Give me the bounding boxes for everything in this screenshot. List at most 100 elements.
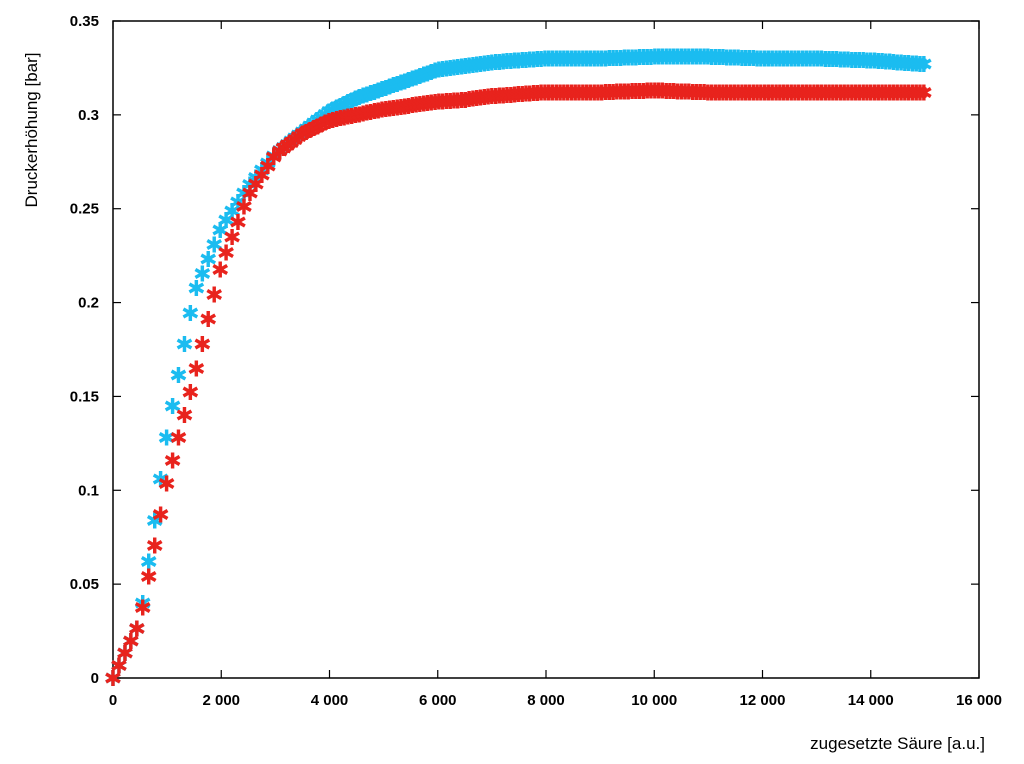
data-point: ✱ bbox=[812, 81, 830, 106]
data-point: ✱ bbox=[718, 46, 736, 71]
data-point: ✱ bbox=[778, 48, 796, 73]
data-point: ✱ bbox=[600, 47, 618, 72]
data-point: ✱ bbox=[116, 642, 134, 667]
data-point: ✱ bbox=[896, 52, 914, 77]
data-point: ✱ bbox=[835, 81, 853, 106]
data-point: ✱ bbox=[729, 47, 747, 72]
data-point: ✱ bbox=[555, 48, 573, 73]
data-point: ✱ bbox=[128, 617, 146, 642]
data-point: ✱ bbox=[301, 115, 319, 140]
data-point: ✱ bbox=[593, 47, 611, 72]
data-point: ✱ bbox=[911, 53, 929, 78]
data-point: ✱ bbox=[223, 200, 241, 225]
data-point: ✱ bbox=[623, 80, 641, 105]
y-tick-label: 0.2 bbox=[78, 295, 99, 312]
data-point: ✱ bbox=[407, 94, 425, 119]
data-point: ✱ bbox=[513, 83, 531, 108]
data-point: ✱ bbox=[342, 105, 360, 130]
data-point: ✱ bbox=[151, 504, 169, 529]
data-point: ✱ bbox=[710, 46, 728, 71]
data-point: ✱ bbox=[725, 47, 743, 72]
data-point: ✱ bbox=[286, 127, 304, 152]
data-point: ✱ bbox=[801, 81, 819, 106]
data-point: ✱ bbox=[854, 49, 872, 74]
y-tick-label: 0.1 bbox=[78, 482, 99, 499]
data-point: ✱ bbox=[585, 81, 603, 106]
data-point: ✱ bbox=[827, 81, 845, 106]
data-point: ✱ bbox=[380, 76, 398, 101]
data-point: ✱ bbox=[771, 48, 789, 73]
data-point: ✱ bbox=[767, 81, 785, 106]
data-point: ✱ bbox=[205, 234, 223, 259]
data-point: ✱ bbox=[104, 667, 122, 692]
data-point: ✱ bbox=[187, 358, 205, 383]
data-point: ✱ bbox=[593, 81, 611, 106]
series-1: ✱✱✱✱✱✱✱✱✱✱✱✱✱✱✱✱✱✱✱✱✱✱✱✱✱✱✱✱✱✱✱✱✱✱✱✱✱✱✱✱… bbox=[104, 46, 933, 692]
data-point: ✱ bbox=[403, 94, 421, 119]
data-point: ✱ bbox=[193, 262, 211, 287]
data-point: ✱ bbox=[418, 92, 436, 117]
data-point: ✱ bbox=[253, 164, 271, 189]
data-point: ✱ bbox=[695, 46, 713, 71]
data-point: ✱ bbox=[392, 72, 410, 97]
data-point: ✱ bbox=[532, 48, 550, 73]
data-point: ✱ bbox=[502, 50, 520, 75]
data-point: ✱ bbox=[604, 47, 622, 72]
x-tick-label: 2 000 bbox=[202, 692, 240, 709]
data-point: ✱ bbox=[630, 46, 648, 71]
data-point: ✱ bbox=[181, 302, 199, 327]
data-point: ✱ bbox=[687, 46, 705, 71]
data-point: ✱ bbox=[122, 630, 140, 655]
data-point: ✱ bbox=[441, 90, 459, 115]
data-point: ✱ bbox=[596, 47, 614, 72]
data-point: ✱ bbox=[558, 81, 576, 106]
data-point: ✱ bbox=[903, 81, 921, 106]
data-point: ✱ bbox=[790, 48, 808, 73]
data-point: ✱ bbox=[316, 112, 334, 137]
data-point: ✱ bbox=[638, 46, 656, 71]
data-point: ✱ bbox=[581, 48, 599, 73]
data-point: ✱ bbox=[729, 81, 747, 106]
data-point: ✱ bbox=[373, 78, 391, 103]
data-point: ✱ bbox=[744, 47, 762, 72]
data-point: ✱ bbox=[907, 81, 925, 106]
data-point: ✱ bbox=[839, 81, 857, 106]
x-axis-title: zugesetzte Säure [a.u.] bbox=[810, 734, 985, 753]
data-point: ✱ bbox=[846, 49, 864, 74]
data-point: ✱ bbox=[175, 333, 193, 358]
data-point: ✱ bbox=[327, 97, 345, 122]
data-point: ✱ bbox=[471, 53, 489, 78]
data-point: ✱ bbox=[140, 566, 158, 591]
data-point: ✱ bbox=[577, 48, 595, 73]
data-point: ✱ bbox=[555, 81, 573, 106]
data-point: ✱ bbox=[247, 166, 265, 191]
data-point: ✱ bbox=[479, 86, 497, 111]
data-point: ✱ bbox=[320, 110, 338, 135]
data-point: ✱ bbox=[884, 81, 902, 106]
data-point: ✱ bbox=[721, 81, 739, 106]
data-point: ✱ bbox=[399, 95, 417, 120]
data-point: ✱ bbox=[880, 51, 898, 76]
data-point: ✱ bbox=[547, 81, 565, 106]
data-point: ✱ bbox=[767, 48, 785, 73]
data-point: ✱ bbox=[426, 60, 444, 85]
data-point: ✱ bbox=[305, 117, 323, 142]
data-point: ✱ bbox=[157, 427, 175, 452]
data-point: ✱ bbox=[145, 509, 163, 534]
data-point: ✱ bbox=[869, 50, 887, 75]
data-point: ✱ bbox=[241, 173, 259, 198]
data-point: ✱ bbox=[331, 107, 349, 132]
data-point: ✱ bbox=[827, 48, 845, 73]
data-point: ✱ bbox=[657, 46, 675, 71]
data-point: ✱ bbox=[706, 46, 724, 71]
data-point: ✱ bbox=[169, 364, 187, 389]
data-point: ✱ bbox=[339, 106, 357, 131]
data-point: ✱ bbox=[308, 115, 326, 140]
data-point: ✱ bbox=[532, 82, 550, 107]
data-point: ✱ bbox=[627, 46, 645, 71]
data-point: ✱ bbox=[331, 95, 349, 120]
data-point: ✱ bbox=[498, 50, 516, 75]
data-point: ✱ bbox=[449, 89, 467, 114]
data-point: ✱ bbox=[327, 108, 345, 133]
data-point: ✱ bbox=[358, 83, 376, 108]
